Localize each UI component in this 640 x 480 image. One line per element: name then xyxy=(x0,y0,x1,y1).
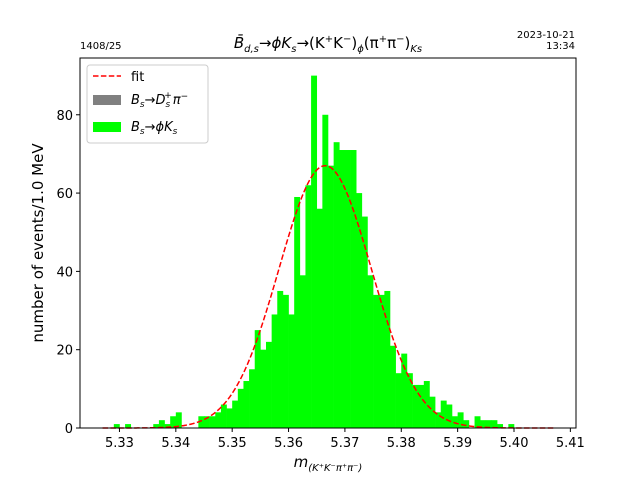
histogram-bar xyxy=(401,353,408,428)
histogram-bar xyxy=(266,341,272,428)
legend-phiks-swatch xyxy=(93,122,121,132)
histogram-bar xyxy=(328,165,334,429)
histogram-bar xyxy=(316,208,323,428)
histogram-bar xyxy=(204,416,210,428)
plot-frame xyxy=(79,57,577,429)
histogram-bar xyxy=(508,424,515,428)
y-tick-label: 20 xyxy=(56,344,73,359)
histogram-bar xyxy=(418,384,425,428)
y-axis: 0 20 40 60 80 xyxy=(56,109,80,437)
histogram-bar xyxy=(361,216,368,428)
histogram-bar xyxy=(322,114,329,429)
histogram-bar xyxy=(350,150,357,428)
histogram-bar xyxy=(153,424,160,428)
histogram-bar xyxy=(378,294,385,428)
histogram-bar xyxy=(412,384,419,428)
histogram-bar xyxy=(356,193,363,428)
x-tick-label: 5.36 xyxy=(274,436,303,451)
histogram-bar xyxy=(446,404,453,428)
histogram-bar xyxy=(209,416,216,428)
histogram-bar xyxy=(232,400,239,428)
histogram-bar xyxy=(277,290,284,428)
histogram-bar xyxy=(311,75,318,429)
histogram-bar xyxy=(485,420,492,428)
chart-title: B̄d,s→ϕKs→(K+K−)ϕ(π+π−)Ks xyxy=(234,33,422,55)
legend-dspi-label: Bs→Ds+π− xyxy=(131,91,188,110)
histogram-bar xyxy=(164,424,171,428)
histogram-bar xyxy=(373,294,380,428)
histogram-bar xyxy=(294,196,301,428)
histogram-bar xyxy=(406,373,413,428)
histogram-bar xyxy=(125,424,132,428)
x-tick-label: 5.35 xyxy=(218,436,247,451)
x-tick-label: 5.38 xyxy=(387,436,416,451)
histogram-bar xyxy=(452,416,458,428)
histogram-bar xyxy=(497,424,504,428)
histogram-bar xyxy=(457,412,464,428)
corner-left-label: 1408/25 xyxy=(80,41,122,52)
histogram-bar xyxy=(344,150,351,428)
legend-fit-label: fit xyxy=(131,70,144,85)
histogram-bar xyxy=(260,349,267,428)
histogram-bar xyxy=(170,416,177,428)
histogram-bar xyxy=(305,185,312,428)
x-tick-label: 5.34 xyxy=(161,436,190,451)
histogram-bar xyxy=(491,420,498,428)
fit-curve xyxy=(102,164,554,429)
histogram-bar xyxy=(243,381,250,428)
x-tick-label: 5.39 xyxy=(443,436,472,451)
legend: fit Bs→Ds+π− Bs→ϕKs xyxy=(86,64,209,144)
histogram-bar xyxy=(282,294,289,428)
histogram-bar xyxy=(440,400,447,428)
histogram-bar xyxy=(390,345,396,428)
histogram-bar xyxy=(198,416,205,428)
histogram-bar xyxy=(423,381,430,428)
x-axis-label: m(K⁺K⁻π⁺π⁻) xyxy=(294,453,363,474)
histogram-bar xyxy=(254,330,261,428)
histogram-bars xyxy=(113,75,515,429)
histogram-bar xyxy=(333,142,340,428)
histogram-bar xyxy=(226,408,233,428)
histogram-bar xyxy=(395,373,402,428)
y-tick-label: 60 xyxy=(56,187,73,202)
histogram-bar xyxy=(339,150,346,428)
legend-phiks-label: Bs→ϕKs xyxy=(131,120,178,137)
histogram-bar xyxy=(435,412,442,428)
histogram-bar xyxy=(249,369,256,428)
histogram-bar xyxy=(288,314,295,428)
histogram-bar xyxy=(271,314,278,428)
histogram-bar xyxy=(237,388,244,428)
histogram-bar xyxy=(215,412,222,428)
y-axis-label: number of events/1.0 MeV xyxy=(29,143,47,343)
histogram-bar xyxy=(299,275,306,428)
histogram-bar xyxy=(384,290,391,428)
x-tick-label: 5.40 xyxy=(500,436,529,451)
y-tick-label: 80 xyxy=(56,109,73,124)
histogram-bar xyxy=(480,420,487,428)
x-tick-label: 5.41 xyxy=(556,436,585,451)
histogram-bar xyxy=(367,275,374,428)
corner-date-label: 2023-10-21 xyxy=(517,30,575,41)
histogram-bar xyxy=(463,420,470,428)
y-tick-label: 0 xyxy=(65,422,73,437)
x-tick-label: 5.33 xyxy=(105,436,134,451)
histogram-bar xyxy=(474,416,481,428)
y-tick-label: 40 xyxy=(56,265,73,280)
histogram-bar xyxy=(220,404,227,428)
x-axis: 5.33 5.34 5.35 5.36 5.37 5.38 5.39 5.40 5.41 xyxy=(105,428,585,451)
corner-time-label: 13:34 xyxy=(546,41,575,52)
x-tick-label: 5.37 xyxy=(330,436,359,451)
histogram-bar xyxy=(429,396,436,428)
histogram-bar xyxy=(113,424,120,428)
histogram-bar xyxy=(175,412,182,428)
histogram-bar xyxy=(158,420,165,428)
legend-dspi-swatch xyxy=(93,95,121,105)
